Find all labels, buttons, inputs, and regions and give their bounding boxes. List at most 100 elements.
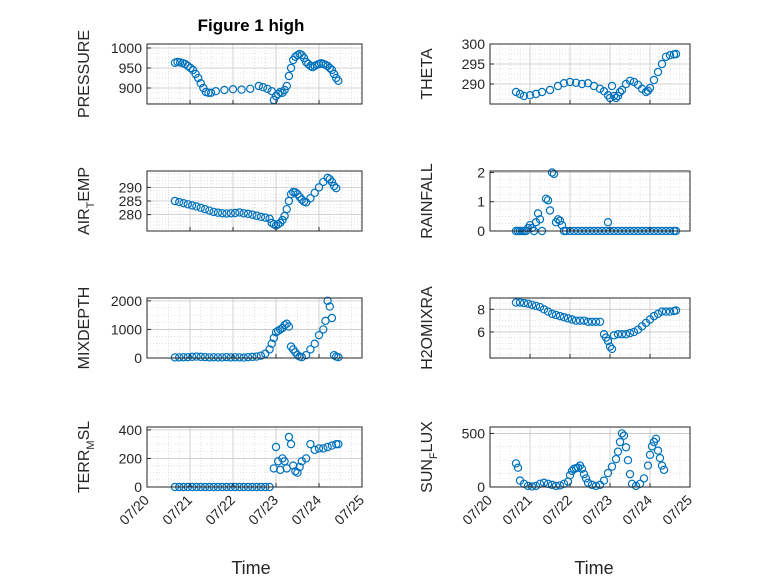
data-point <box>539 478 549 487</box>
data-point <box>583 478 593 487</box>
data-point <box>306 194 315 203</box>
data-point <box>631 481 641 491</box>
data-point <box>617 85 627 95</box>
data-point <box>671 306 681 315</box>
data-point <box>334 352 343 362</box>
data-point <box>643 461 653 470</box>
data-point <box>531 301 541 311</box>
data-point <box>605 342 615 351</box>
data-point <box>187 201 197 210</box>
axes-box <box>146 43 363 105</box>
data-point <box>535 215 545 224</box>
data-point <box>291 467 300 476</box>
data-point <box>659 465 669 475</box>
data-point <box>293 468 302 477</box>
data-point <box>571 78 581 88</box>
data-point <box>282 204 291 214</box>
data-point <box>553 215 563 224</box>
data-point <box>297 352 306 362</box>
y-tick-label: 500 <box>462 425 486 441</box>
x-tick-label: 07/24 <box>619 492 655 528</box>
data-point <box>559 78 569 88</box>
data-point <box>511 298 521 307</box>
data-point <box>218 353 227 362</box>
data-point <box>235 208 244 217</box>
data-point <box>615 87 625 97</box>
data-point <box>555 481 565 490</box>
data-point <box>306 345 315 354</box>
x-tick-label: 07/25 <box>331 492 367 528</box>
data-point <box>613 330 623 339</box>
data-point <box>661 307 671 316</box>
data-point <box>621 330 631 339</box>
data-point <box>565 77 575 87</box>
data-point <box>243 209 253 219</box>
data-point <box>329 350 339 360</box>
data-point <box>325 63 334 73</box>
data-point <box>310 339 319 348</box>
data-point <box>301 350 311 360</box>
subplot-middle-right-2: 6 8 H2OMIXRA <box>419 286 691 370</box>
data-point <box>261 213 270 222</box>
subplot-top-right: 290 295 300 THETA <box>419 36 691 105</box>
data-point <box>329 181 339 191</box>
data-point <box>527 300 537 309</box>
data-point <box>265 214 274 223</box>
data-point <box>258 82 268 92</box>
data-point <box>334 439 343 449</box>
data-point <box>206 88 216 98</box>
data-point <box>278 215 287 225</box>
x-tick-label: 07/22 <box>202 492 238 528</box>
y-axis-label: PRESSURE <box>76 30 93 118</box>
data-point <box>661 52 671 62</box>
data-point <box>170 196 180 206</box>
data-point <box>248 210 257 219</box>
data-point <box>319 325 328 334</box>
data-point <box>267 339 276 348</box>
data-point <box>547 168 557 177</box>
data-point <box>519 91 529 101</box>
y-tick-label: 900 <box>119 80 143 96</box>
data-point <box>245 84 255 94</box>
data-point <box>263 84 272 94</box>
data-point <box>581 474 591 483</box>
data-point <box>609 91 619 101</box>
data-point <box>170 353 180 362</box>
data-point <box>621 443 631 452</box>
y-axis-label: SUNFLUX <box>419 421 440 493</box>
data-point <box>665 307 675 316</box>
data-point <box>575 316 585 325</box>
data-point <box>555 311 565 321</box>
data-point <box>577 79 587 89</box>
data-point <box>218 209 227 218</box>
x-axis-label-right: Time <box>574 558 613 578</box>
data-point <box>617 330 627 339</box>
x-tick-label: 07/23 <box>579 492 615 528</box>
data-point <box>271 442 281 452</box>
data-point <box>226 209 236 218</box>
data-point <box>591 317 601 326</box>
data-point <box>555 216 565 225</box>
data-point <box>222 209 231 218</box>
y-tick-label: 0 <box>134 479 142 495</box>
data-point <box>523 481 533 491</box>
data-point <box>299 53 309 63</box>
y-tick-label: 950 <box>119 60 143 76</box>
data-point <box>515 298 525 307</box>
data-point <box>531 481 541 491</box>
data-point <box>511 459 521 468</box>
data-point <box>200 352 210 362</box>
data-point <box>248 352 257 362</box>
data-point <box>314 183 324 192</box>
data-point <box>306 439 315 449</box>
data-point <box>175 353 184 362</box>
data-point <box>235 353 244 362</box>
y-tick-label: 295 <box>462 56 486 72</box>
y-tick-label: 1000 <box>111 321 142 337</box>
data-point <box>314 330 324 340</box>
data-point <box>282 81 291 91</box>
data-point <box>196 352 205 362</box>
data-point <box>276 218 285 228</box>
data-point <box>297 195 306 204</box>
